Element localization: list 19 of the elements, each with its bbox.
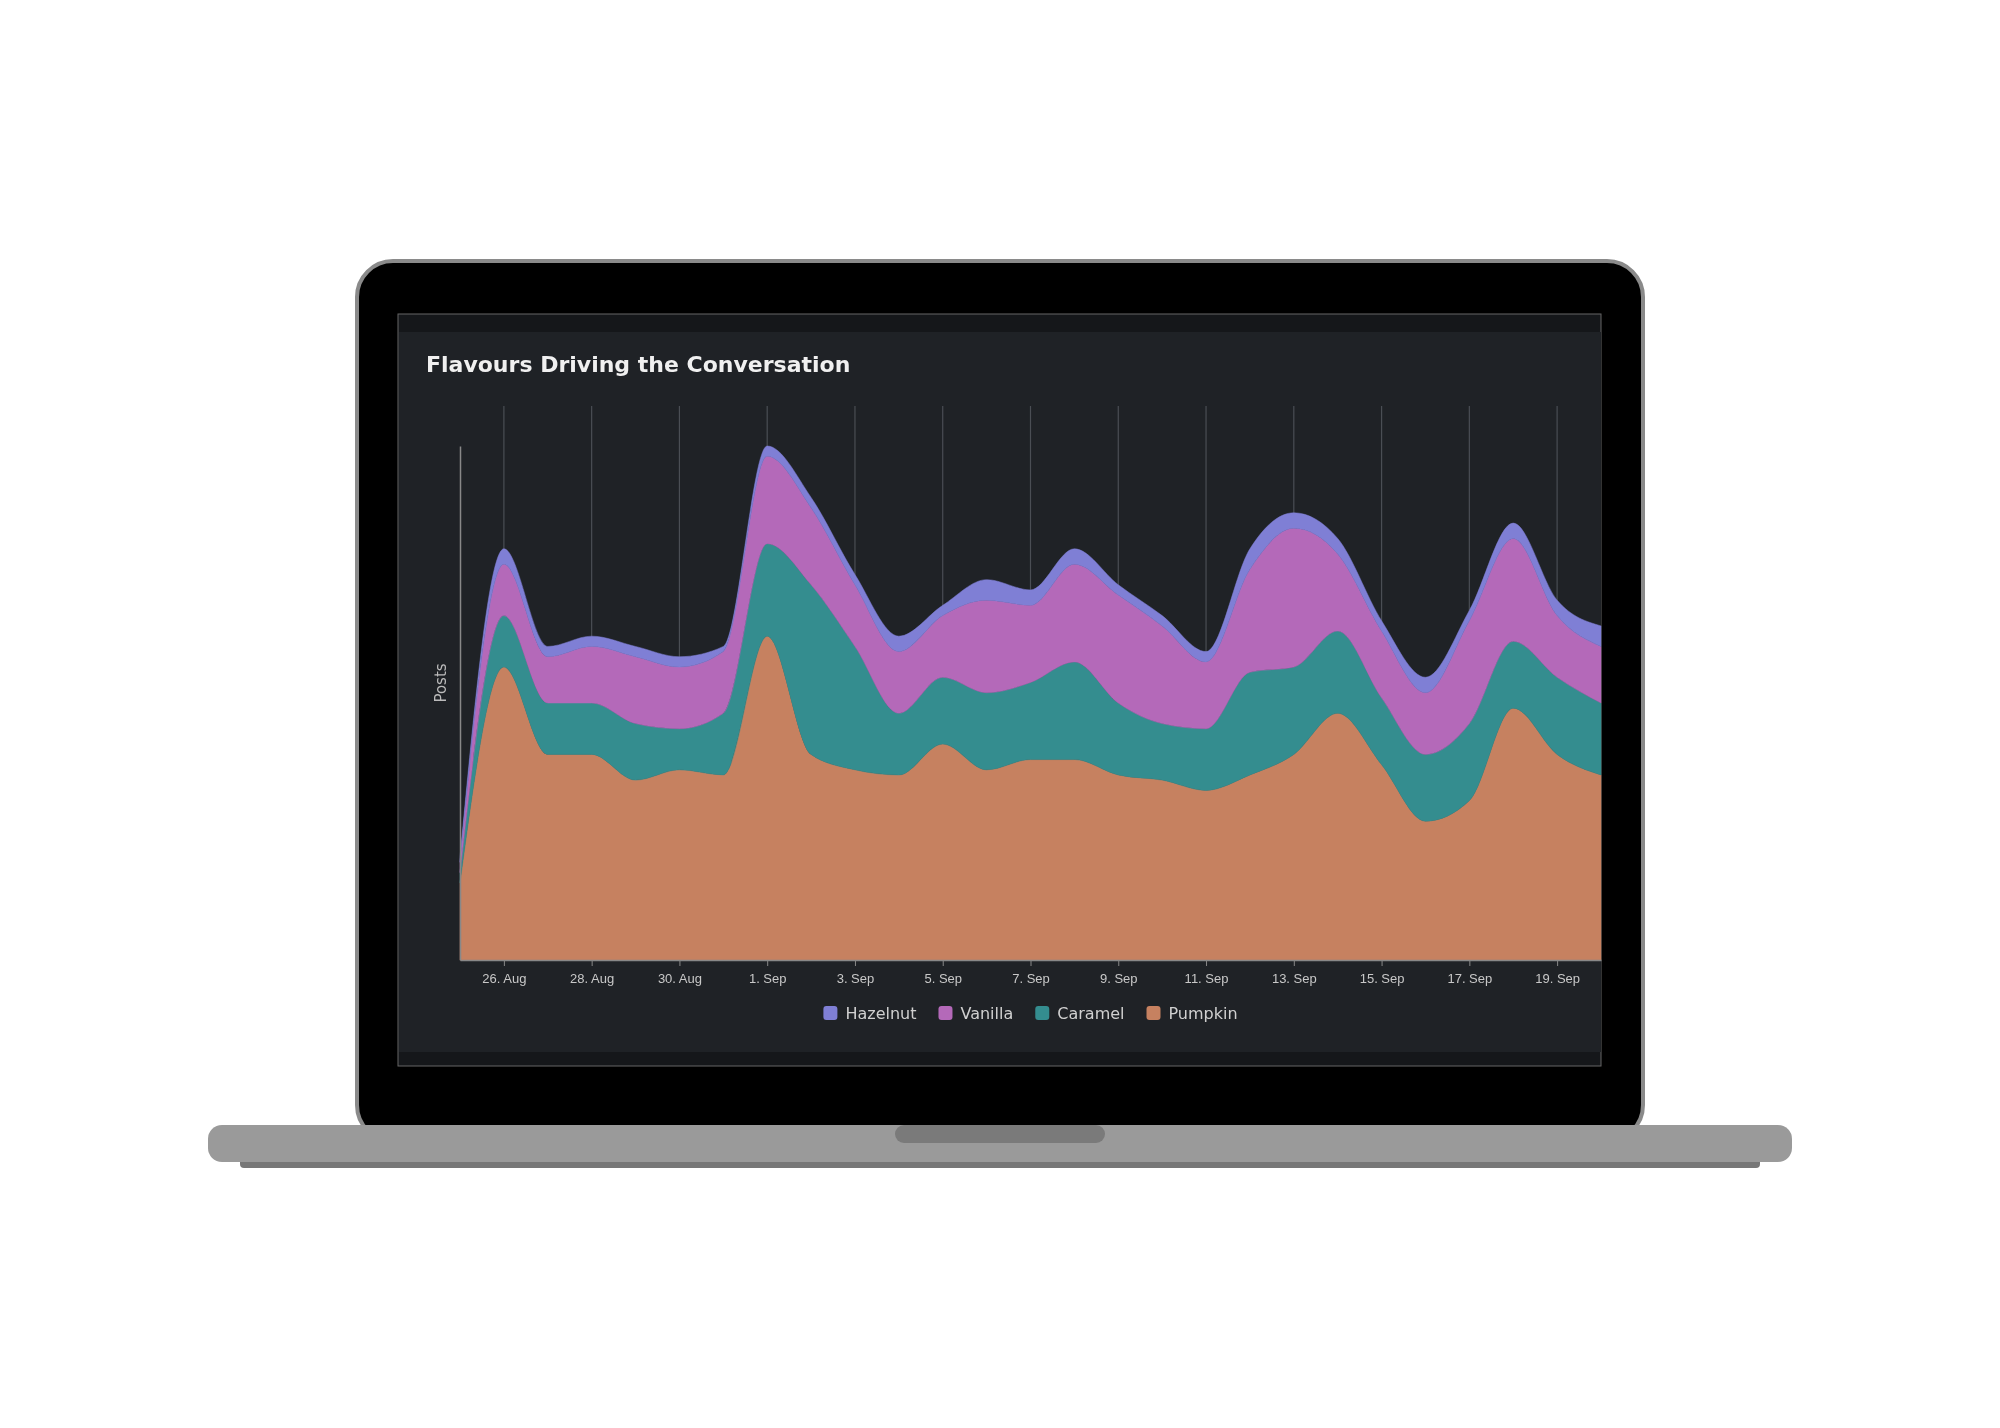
x-tick-label: 7. Sep [1012,971,1050,987]
legend-label: Pumpkin [1168,1004,1238,1023]
x-tick-label: 15. Sep [1359,971,1405,987]
legend-label: Caramel [1057,1004,1125,1023]
x-tick-label: 11. Sep [1184,971,1229,987]
x-tick-label: 28. Aug [570,971,615,987]
x-tick-label: 9. Sep [1099,971,1138,987]
chart-title: Flavours Driving the Conversation [426,352,851,377]
x-tick-label: 13. Sep [1271,971,1317,987]
legend-label: Hazelnut [845,1004,917,1023]
x-tick-label: 30. Aug [657,971,702,987]
x-tick-label: 26. Aug [482,971,527,987]
x-tick-label: 1. Sep [748,971,787,987]
x-tick-label: 19. Sep [1535,971,1581,987]
x-tick-label: 5. Sep [924,971,963,987]
y-axis-title: Posts [432,663,450,703]
x-tick-label: 17. Sep [1447,971,1493,987]
x-tick-label: 3. Sep [836,971,875,987]
legend-label: Vanilla [960,1004,1014,1023]
